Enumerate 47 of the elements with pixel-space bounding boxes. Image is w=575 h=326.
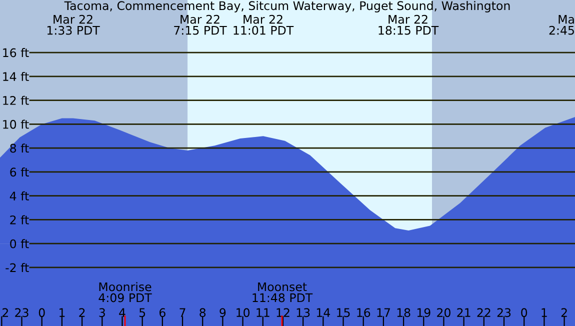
x-tick-label: 18 bbox=[397, 308, 410, 318]
x-tick-label: 7 bbox=[180, 308, 186, 317]
y-tick-label: 0 ft bbox=[10, 239, 29, 248]
x-tick-label: 3 bbox=[99, 308, 105, 318]
annotation: Ma 2:45 bbox=[549, 15, 574, 35]
y-tick-label: 2 ft bbox=[10, 215, 29, 224]
x-tick-label: 8 bbox=[200, 308, 206, 318]
annotation: Mar 22 11:01 PDT bbox=[234, 14, 294, 35]
y-tick-label: 14 ft bbox=[3, 72, 29, 81]
x-tick-label: 23 bbox=[15, 308, 28, 318]
x-tick-label: 13 bbox=[296, 308, 310, 318]
x-tick-label: 1 bbox=[542, 308, 547, 317]
annotation: Moonrise 4:09 PDT bbox=[98, 282, 152, 302]
x-tick-label: 4 bbox=[119, 308, 126, 317]
x-tick-label: 23 bbox=[497, 308, 511, 318]
x-tick-label: 11 bbox=[256, 308, 270, 317]
x-tick-label: 2 bbox=[561, 308, 567, 317]
x-tick-label: 21 bbox=[457, 308, 470, 317]
x-tick-label: 9 bbox=[220, 308, 226, 318]
x-tick-label: 6 bbox=[159, 308, 166, 318]
x-tick-label: 5 bbox=[139, 308, 146, 318]
x-tick-label: 1 bbox=[59, 308, 65, 317]
x-tick-label: 12 bbox=[276, 308, 290, 317]
x-tick-label: 0 bbox=[521, 308, 528, 318]
y-tick-label: 12 ft bbox=[3, 96, 29, 105]
y-tick-label: 8 ft bbox=[10, 144, 29, 153]
x-tick-label: 10 bbox=[236, 308, 250, 318]
y-tick-label: 16 ft bbox=[3, 48, 29, 58]
x-tick-label: 16 bbox=[357, 308, 370, 318]
annotation: Mar 22 18:15 PDT bbox=[378, 14, 439, 35]
x-tick-label: 0 bbox=[38, 308, 45, 318]
y-tick-label: 4 ft bbox=[10, 191, 29, 200]
x-tick-label: 20 bbox=[437, 308, 450, 318]
x-tick-label: 2 bbox=[2, 308, 8, 317]
annotation: Mar 22 1:33 PDT bbox=[47, 14, 100, 35]
annotation: Moonset 11:48 PDT bbox=[252, 282, 313, 302]
annotation: Mar 22 7:15 PDT bbox=[174, 14, 227, 35]
x-tick-label: 14 bbox=[316, 308, 330, 317]
x-tick-label: 22 bbox=[477, 308, 490, 317]
x-tick-label: 19 bbox=[417, 308, 430, 318]
y-tick-label: 6 ft bbox=[10, 167, 29, 177]
x-tick-label: 17 bbox=[377, 308, 390, 317]
chart-title: Tacoma, Commencement Bay, Sitcum Waterway, Puget Sound, Washington bbox=[64, 0, 510, 12]
y-tick-label: -2 ft bbox=[6, 263, 29, 272]
x-tick-label: 2 bbox=[79, 308, 85, 317]
y-tick-label: 10 ft bbox=[3, 120, 29, 129]
x-tick-label: 15 bbox=[337, 308, 350, 318]
